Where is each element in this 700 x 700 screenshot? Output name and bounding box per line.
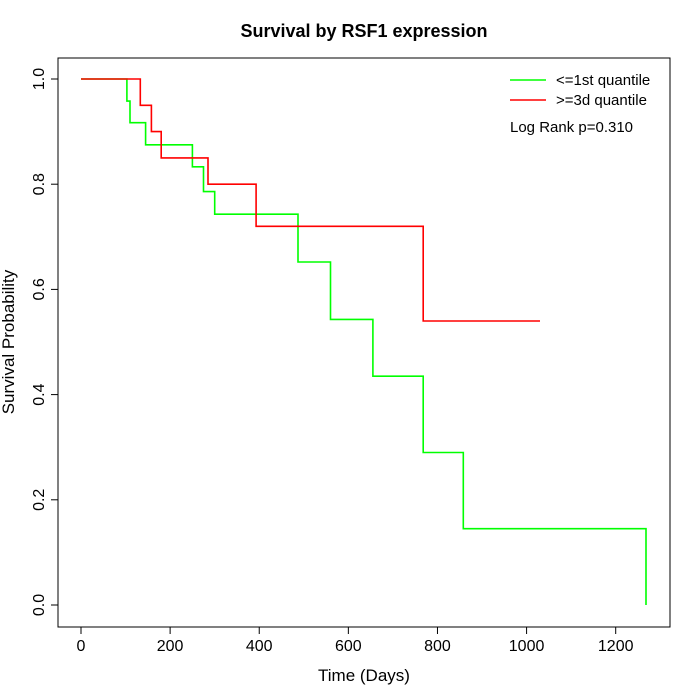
y-tick-label: 0.6	[31, 278, 48, 300]
y-tick-label: 0.4	[31, 383, 48, 405]
log-rank-annotation: Log Rank p=0.310	[510, 119, 633, 136]
legend: <=1st quantile >=3d quantile	[510, 72, 650, 109]
series-line-2	[81, 78, 540, 322]
x-tick-label: 600	[335, 638, 362, 655]
x-tick-label: 1200	[598, 638, 634, 655]
survival-curves	[81, 78, 647, 605]
x-tick-label: 200	[157, 638, 184, 655]
x-tick-label: 0	[77, 638, 86, 655]
y-tick-label: 0.8	[31, 173, 48, 195]
x-tick-label: 800	[424, 638, 451, 655]
chart-title: Survival by RSF1 expression	[240, 21, 487, 41]
x-axis-title: Time (Days)	[318, 666, 410, 685]
legend-label: >=3d quantile	[556, 92, 647, 109]
x-axis: 0 200 400 600 800 1000 1200	[77, 627, 634, 655]
plot-frame	[57, 57, 671, 628]
x-tick-label: 400	[246, 638, 273, 655]
legend-label: <=1st quantile	[556, 72, 650, 89]
y-axis: 0.0 0.2 0.4 0.6 0.8 1.0	[31, 68, 58, 616]
y-tick-label: 0.2	[31, 489, 48, 511]
x-tick-label: 1000	[509, 638, 545, 655]
y-axis-title: Survival Probability	[0, 269, 18, 414]
y-tick-label: 1.0	[31, 68, 48, 90]
series-line-1	[81, 78, 647, 605]
y-tick-label: 0.0	[31, 594, 48, 616]
